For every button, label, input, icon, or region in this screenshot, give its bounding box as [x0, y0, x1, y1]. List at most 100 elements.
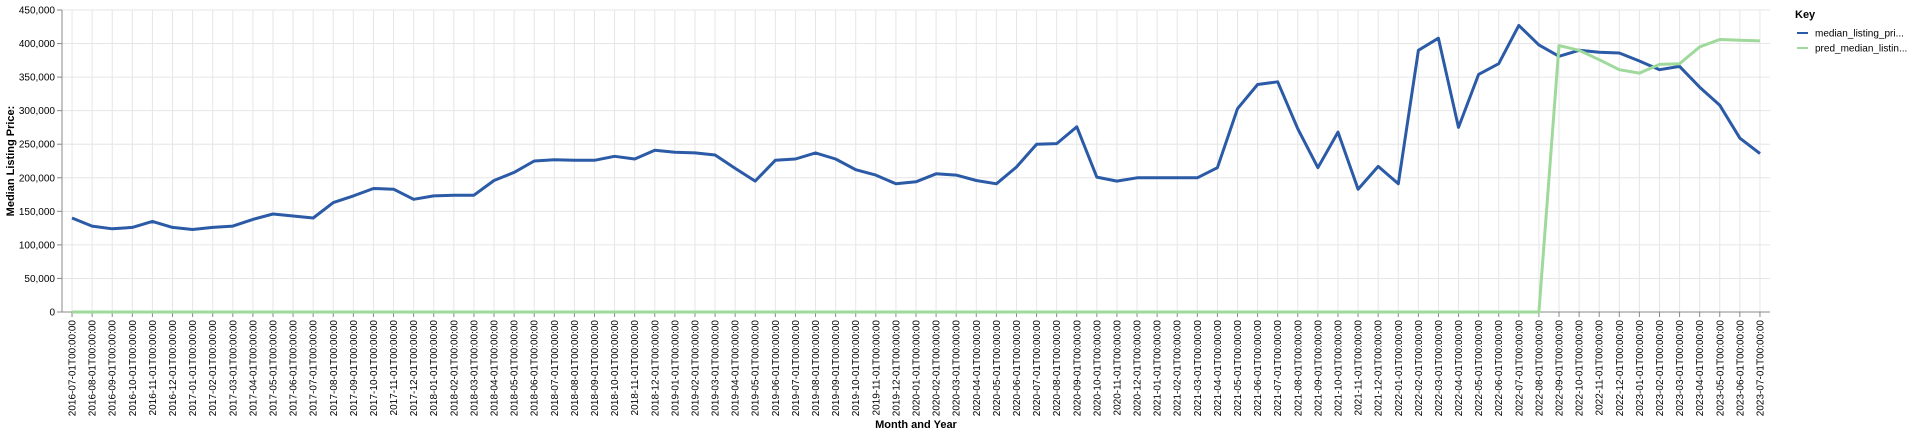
- x-tick-label: 2020-10-01T00:00:00: [1092, 320, 1103, 417]
- data-point: [714, 153, 717, 156]
- x-tick-label: 2017-12-01T00:00:00: [409, 320, 420, 417]
- x-tick-label: 2016-08-01T00:00:00: [88, 320, 99, 417]
- y-tick-label: 450,000: [19, 6, 56, 17]
- data-point: [975, 179, 978, 182]
- data-point: [211, 226, 214, 229]
- x-tick-label: 2021-06-01T00:00:00: [1253, 320, 1264, 417]
- x-tick-label: 2021-04-01T00:00:00: [1213, 320, 1224, 417]
- data-point: [1578, 49, 1581, 52]
- x-tick-label: 2020-12-01T00:00:00: [1133, 320, 1144, 417]
- data-point: [412, 198, 415, 201]
- data-point: [1457, 311, 1460, 314]
- data-point: [1738, 137, 1741, 140]
- data-point: [372, 311, 375, 314]
- y-tick-label: 150,000: [19, 207, 56, 218]
- x-tick-label: 2022-07-01T00:00:00: [1514, 320, 1525, 417]
- data-point: [1678, 62, 1681, 65]
- data-point: [1236, 311, 1239, 314]
- x-tick-label: 2022-10-01T00:00:00: [1575, 320, 1586, 417]
- data-point: [211, 311, 214, 314]
- data-point: [111, 311, 114, 314]
- x-tick-label: 2022-01-01T00:00:00: [1394, 320, 1405, 417]
- x-tick-label: 2020-07-01T00:00:00: [1032, 320, 1043, 417]
- data-point: [915, 180, 918, 183]
- data-point: [874, 311, 877, 314]
- data-point: [1437, 37, 1440, 40]
- data-point: [814, 311, 817, 314]
- x-tick-label: 2016-07-01T00:00:00: [68, 320, 79, 417]
- data-point: [894, 311, 897, 314]
- x-tick-label: 2019-12-01T00:00:00: [891, 320, 902, 417]
- x-tick-label: 2021-07-01T00:00:00: [1273, 320, 1284, 417]
- data-point: [1618, 51, 1621, 54]
- data-point: [1598, 58, 1601, 61]
- data-point: [573, 311, 576, 314]
- data-point: [432, 194, 435, 197]
- data-point: [251, 311, 254, 314]
- data-point: [593, 159, 596, 162]
- x-tick-label: 2021-12-01T00:00:00: [1374, 320, 1385, 417]
- x-tick-label: 2017-08-01T00:00:00: [329, 320, 340, 417]
- data-point: [754, 311, 757, 314]
- data-point: [1015, 311, 1018, 314]
- x-tick-label: 2018-09-01T00:00:00: [590, 320, 601, 417]
- data-point: [1336, 311, 1339, 314]
- data-point: [1477, 311, 1480, 314]
- data-point: [392, 188, 395, 191]
- x-tick-label: 2019-06-01T00:00:00: [771, 320, 782, 417]
- data-point: [874, 174, 877, 177]
- x-tick-label: 2019-05-01T00:00:00: [751, 320, 762, 417]
- x-tick-label: 2020-04-01T00:00:00: [972, 320, 983, 417]
- data-point: [1035, 143, 1038, 146]
- y-tick-label: 200,000: [19, 173, 56, 184]
- x-tick-label: 2019-01-01T00:00:00: [670, 320, 681, 417]
- x-tick-label: 2017-05-01T00:00:00: [268, 320, 279, 417]
- data-point: [1256, 311, 1259, 314]
- x-tick-label: 2018-11-01T00:00:00: [630, 320, 641, 416]
- x-tick-label: 2017-10-01T00:00:00: [369, 320, 380, 417]
- x-tick-label: 2023-03-01T00:00:00: [1675, 320, 1686, 417]
- data-point: [1236, 107, 1239, 110]
- data-point: [1497, 311, 1500, 314]
- y-tick-label: 350,000: [19, 73, 56, 84]
- data-point: [1738, 39, 1741, 42]
- data-point: [1156, 176, 1159, 179]
- data-point: [995, 182, 998, 185]
- data-point: [1276, 80, 1279, 83]
- data-point: [1497, 62, 1500, 65]
- data-point: [1598, 51, 1601, 54]
- data-point: [292, 215, 295, 218]
- x-tick-label: 2022-02-01T00:00:00: [1414, 320, 1425, 417]
- data-point: [1377, 311, 1380, 314]
- x-tick-label: 2018-04-01T00:00:00: [490, 320, 501, 417]
- x-tick-label: 2017-07-01T00:00:00: [309, 320, 320, 417]
- data-point: [1397, 182, 1400, 185]
- data-point: [452, 194, 455, 197]
- data-point: [1276, 311, 1279, 314]
- data-point: [1095, 176, 1098, 179]
- data-point: [472, 311, 475, 314]
- x-tick-label: 2019-09-01T00:00:00: [831, 320, 842, 417]
- data-point: [854, 168, 857, 171]
- data-point: [1115, 180, 1118, 183]
- data-point: [352, 311, 355, 314]
- data-point: [1115, 311, 1118, 314]
- x-tick-label: 2022-11-01T00:00:00: [1595, 320, 1606, 416]
- data-point: [1196, 176, 1199, 179]
- data-point: [995, 311, 998, 314]
- data-point: [91, 311, 94, 314]
- data-point: [593, 311, 596, 314]
- data-point: [613, 155, 616, 158]
- data-point: [854, 311, 857, 314]
- data-point: [653, 149, 656, 152]
- data-point: [935, 311, 938, 314]
- legend: Key median_listing_pri... pred_median_lis…: [1795, 9, 1907, 55]
- data-point: [352, 194, 355, 197]
- series-lines: [71, 23, 1761, 314]
- data-point: [392, 311, 395, 314]
- data-point: [191, 311, 194, 314]
- x-tick-label: 2021-10-01T00:00:00: [1333, 320, 1344, 417]
- legend-label: pred_median_listin...: [1815, 44, 1907, 55]
- x-tick-label: 2023-06-01T00:00:00: [1735, 320, 1746, 417]
